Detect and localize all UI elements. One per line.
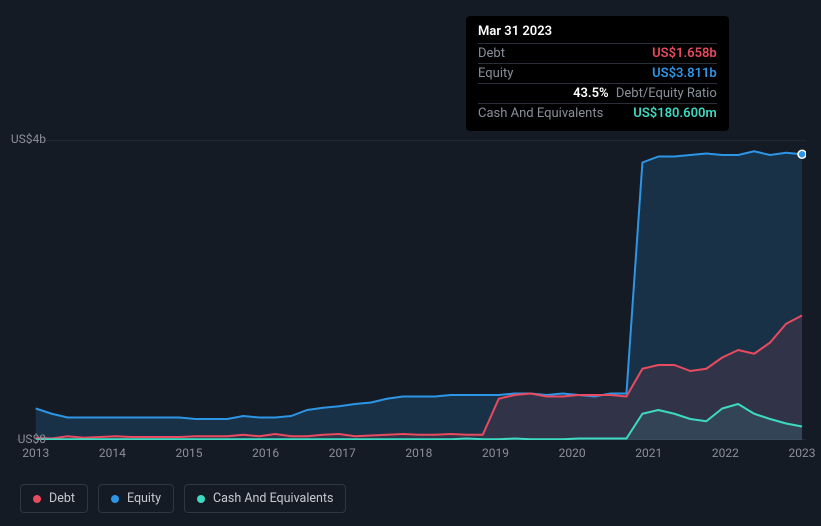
x-tick-label: 2013: [22, 446, 49, 460]
x-tick-label: 2015: [176, 446, 203, 460]
tooltip-value: US$1.658b: [652, 46, 717, 61]
tooltip-row: Debt US$1.658b: [478, 43, 717, 63]
x-tick-label: 2016: [252, 446, 279, 460]
x-tick-label: 2023: [789, 446, 816, 460]
tooltip-row: 43.5% Debt/Equity Ratio: [478, 83, 717, 103]
chart-svg: [16, 140, 806, 440]
tooltip-value-wrap: US$180.600m: [633, 106, 716, 121]
legend-dot-icon: [197, 495, 205, 503]
tooltip-date: Mar 31 2023: [478, 24, 717, 39]
tooltip-row: Equity US$3.811b: [478, 63, 717, 83]
tooltip-value-wrap: US$1.658b: [652, 46, 717, 61]
x-tick-label: 2018: [405, 446, 432, 460]
tooltip-sublabel: Debt/Equity Ratio: [613, 86, 717, 101]
legend-item-equity[interactable]: Equity: [98, 484, 174, 513]
tooltip-row: Cash And Equivalents US$180.600m: [478, 103, 717, 123]
legend-label: Cash And Equivalents: [213, 491, 333, 506]
legend-item-debt[interactable]: Debt: [20, 484, 88, 513]
tooltip-value: US$180.600m: [633, 106, 716, 121]
tooltip-rows: Debt US$1.658b Equity US$3.811b 43.5% Debt/E…: [478, 43, 717, 123]
debt-equity-chart: [16, 140, 806, 440]
tooltip-value-wrap: 43.5% Debt/Equity Ratio: [573, 86, 717, 101]
tooltip-value: US$3.811b: [652, 66, 717, 81]
y-tick-label: US$0: [0, 432, 46, 446]
x-tick-label: 2020: [559, 446, 586, 460]
chart-tooltip: Mar 31 2023 Debt US$1.658b Equity US$3.811b…: [466, 16, 729, 131]
legend-dot-icon: [111, 495, 119, 503]
legend-item-cash-and-equivalents[interactable]: Cash And Equivalents: [184, 484, 346, 513]
x-tick-label: 2014: [99, 446, 126, 460]
legend-dot-icon: [33, 495, 41, 503]
tooltip-label: Debt: [478, 46, 505, 61]
x-tick-label: 2021: [635, 446, 662, 460]
x-tick-label: 2022: [712, 446, 739, 460]
tooltip-label: Equity: [478, 66, 513, 81]
tooltip-label: Cash And Equivalents: [478, 106, 603, 121]
tooltip-value: 43.5%: [573, 86, 609, 101]
tooltip-value-wrap: US$3.811b: [652, 66, 717, 81]
x-tick-label: 2019: [482, 446, 509, 460]
x-tick-label: 2017: [329, 446, 356, 460]
chart-legend: Debt Equity Cash And Equivalents: [20, 484, 346, 513]
legend-label: Debt: [49, 491, 75, 506]
legend-label: Equity: [127, 491, 161, 506]
y-tick-label: US$4b: [0, 132, 46, 146]
